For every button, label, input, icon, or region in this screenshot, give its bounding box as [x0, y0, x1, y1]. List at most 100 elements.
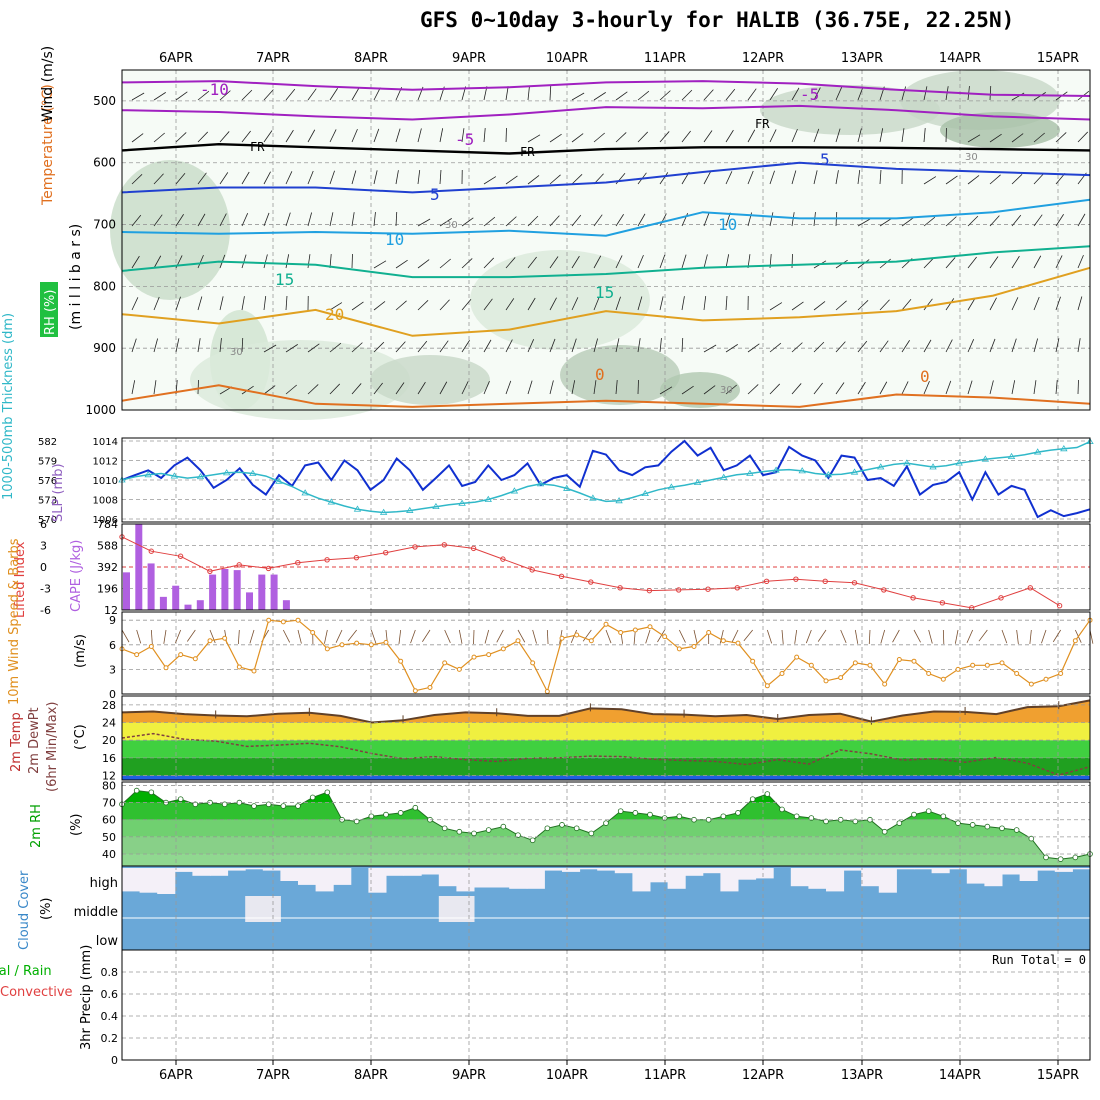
- wind-barb: [307, 384, 319, 395]
- temp-tick-20: 20: [102, 734, 116, 747]
- wind-barb: [593, 380, 597, 395]
- thickness-marker: [222, 469, 231, 476]
- li-tick-2: 0: [40, 561, 47, 574]
- wind-tick-0: 0: [109, 688, 116, 701]
- wind-barb: [813, 341, 825, 353]
- wind-barb: [835, 128, 841, 143]
- contour-label-13: 0: [595, 365, 605, 384]
- wind-barb-10m: [249, 629, 255, 644]
- wind-barb-10m: [880, 629, 886, 644]
- wind-barb: [659, 90, 671, 101]
- rh-tick-60: 60: [102, 814, 116, 827]
- dewpoint-line: [121, 732, 1091, 776]
- wind-barb: [967, 134, 981, 143]
- rh-point: [720, 813, 727, 820]
- wind-barb-10m: [693, 629, 698, 644]
- lifted-index-point: [939, 600, 946, 606]
- wind-barb: [439, 170, 442, 185]
- wind-barb: [857, 381, 866, 395]
- wind-barb: [725, 171, 733, 185]
- wind-speed-point: [720, 638, 726, 644]
- upper-ylabel-rh: RH (%): [43, 290, 58, 335]
- precip-frame: [121, 949, 1091, 1061]
- wind-barb: [769, 170, 775, 185]
- top-day-label-4: 10APR: [546, 51, 588, 66]
- wind-barb: [901, 381, 909, 395]
- wind-barb: [417, 128, 422, 143]
- thickness-tick-570: 570: [38, 515, 57, 526]
- wind-barb: [241, 296, 245, 311]
- wind-barb: [769, 212, 774, 227]
- cloud-high-16: [403, 868, 422, 876]
- thickness-marker: [824, 471, 833, 478]
- wind-barb: [373, 341, 385, 353]
- wind-barb: [329, 342, 342, 353]
- upper-ytick-500: 500: [93, 94, 116, 108]
- wind-barb: [747, 384, 759, 395]
- temp-ylabel-1: 2m Temp: [9, 712, 24, 772]
- wind-barb: [615, 338, 620, 353]
- lifted-index-point: [383, 549, 389, 556]
- thickness-marker: [929, 463, 937, 470]
- top-day-label-5: 11APR: [644, 51, 686, 66]
- thickness-marker: [353, 505, 362, 512]
- li-ylabel: Lifted Index: [13, 541, 28, 618]
- cloud-high-26: [579, 868, 598, 870]
- thickness-tick-573: 573: [38, 496, 57, 507]
- wind-barb: [197, 213, 206, 227]
- lifted-index-point: [236, 562, 242, 568]
- wind-barb: [527, 215, 539, 227]
- cloud-level-middle: middle: [74, 905, 118, 920]
- wind-barb: [395, 170, 399, 185]
- wind-barb-10m: [410, 629, 416, 644]
- lifted-index-point: [588, 579, 594, 585]
- wind-barb: [461, 340, 470, 353]
- wind-barb: [285, 212, 291, 227]
- wind-speed-point: [940, 676, 946, 682]
- rh-point: [647, 811, 653, 818]
- rh-point: [852, 818, 859, 825]
- wind-speed-point: [984, 662, 990, 668]
- lifted-index-point: [470, 545, 477, 552]
- wind-barb: [483, 339, 492, 353]
- wind-barb: [175, 214, 184, 227]
- cloud-middle-18: [438, 896, 457, 922]
- temp-yunit: (°C): [73, 724, 88, 750]
- rh-point: [324, 789, 331, 796]
- wind-barb-10m: [794, 629, 798, 644]
- thickness-marker: [563, 484, 571, 491]
- wind-barb-10m: [136, 629, 142, 644]
- rh-point: [353, 818, 360, 825]
- wind-barb-10m: [805, 629, 812, 644]
- upper-ytick-800: 800: [93, 279, 116, 293]
- wind-barb-10m: [297, 629, 302, 644]
- cloud-high-53: [1054, 868, 1073, 872]
- lifted-index-point: [851, 580, 858, 586]
- wind-barb: [989, 338, 996, 353]
- wind-barb: [1055, 255, 1063, 269]
- rh-point: [397, 810, 404, 816]
- lifted-index-point: [793, 576, 799, 582]
- rh-point: [295, 803, 301, 809]
- cloud-high-11: [315, 868, 334, 892]
- rh-band-2: [122, 819, 1090, 837]
- contour-label-2: -5: [800, 85, 819, 104]
- cloud-high-8: [262, 868, 281, 871]
- wind-barb: [175, 296, 181, 311]
- wind-barb: [1033, 173, 1044, 185]
- wind-barb: [197, 172, 207, 185]
- wind-barb: [439, 128, 444, 143]
- rh-shade-3: [470, 250, 650, 350]
- rh-point: [471, 830, 477, 837]
- rh-point: [192, 801, 199, 808]
- wind-barb: [329, 129, 337, 143]
- lifted-index-point: [324, 557, 330, 563]
- wind-barb: [857, 218, 871, 227]
- cloud-high-12: [333, 868, 352, 885]
- wind-barb-10m: [209, 629, 216, 644]
- wind-barb: [153, 255, 162, 269]
- wind-barb: [263, 171, 271, 185]
- rh-band-0: [122, 854, 1090, 866]
- wind-barb: [263, 385, 276, 395]
- wind-barb: [241, 89, 253, 101]
